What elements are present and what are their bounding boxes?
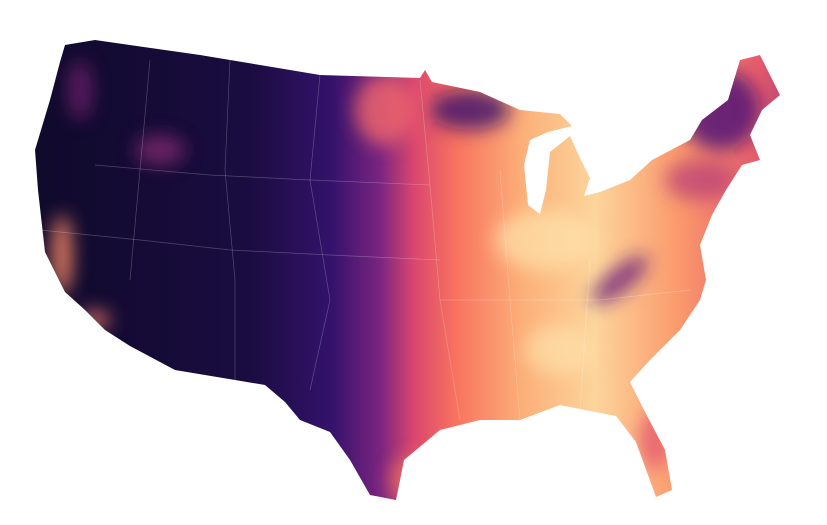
state-borders	[39, 59, 691, 421]
